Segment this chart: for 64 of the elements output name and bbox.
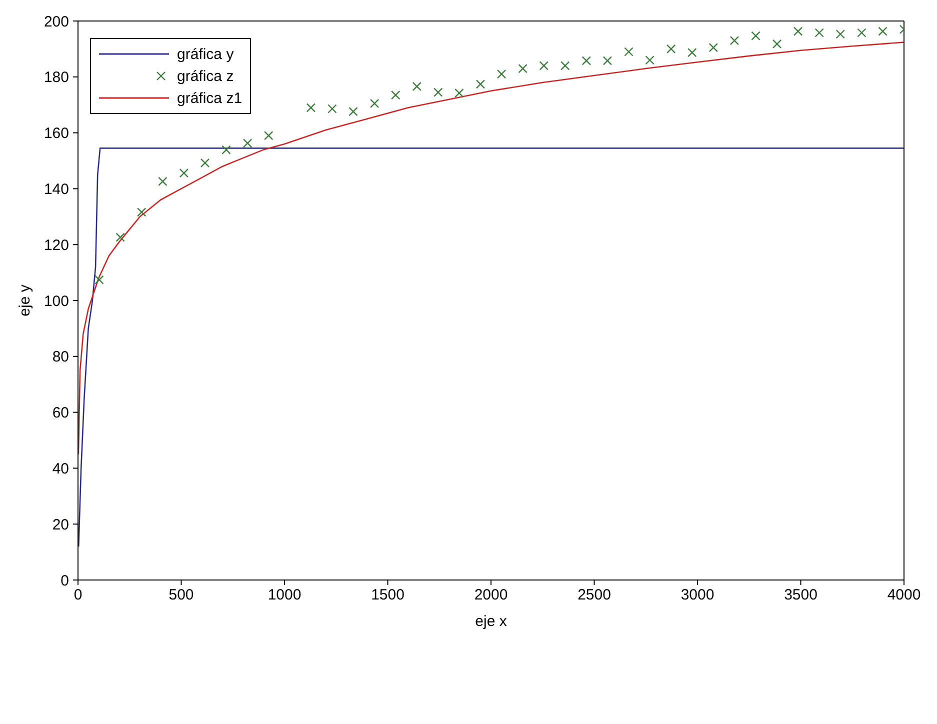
point	[878, 26, 888, 36]
point	[348, 106, 358, 116]
point	[390, 90, 400, 100]
legend-label: gráfica z	[177, 68, 234, 84]
point	[602, 56, 612, 66]
point	[242, 138, 252, 148]
point	[222, 145, 231, 154]
y-tick-label: 40	[52, 460, 69, 478]
point	[814, 28, 824, 38]
x-tick-label: 4000	[887, 586, 921, 604]
x-tick-label: 500	[168, 586, 194, 604]
point	[730, 36, 740, 46]
point	[412, 82, 422, 92]
x-tick-label: 0	[74, 586, 82, 604]
point	[560, 61, 570, 70]
y-tick-label: 200	[44, 13, 69, 30]
legend-label: gráfica y	[177, 46, 234, 62]
point	[624, 47, 634, 56]
point	[688, 48, 697, 58]
point	[116, 232, 125, 242]
x-tick-label: 2000	[474, 586, 508, 604]
point	[434, 88, 443, 97]
point	[496, 70, 506, 79]
point	[306, 103, 316, 112]
point	[264, 130, 274, 140]
y-tick-label: 0	[60, 572, 69, 590]
point	[179, 168, 189, 178]
point	[645, 56, 654, 65]
point	[539, 61, 548, 70]
y-axis-title: eje y	[16, 284, 34, 316]
x-tick-label: 1000	[268, 586, 302, 604]
x-tick-label: 1500	[371, 586, 404, 604]
point	[666, 44, 676, 54]
y-tick-label: 120	[44, 236, 69, 254]
y-tick-label: 20	[52, 516, 69, 534]
y-tick-label: 160	[44, 125, 69, 142]
point	[370, 98, 380, 108]
point	[518, 64, 528, 74]
point	[328, 104, 337, 114]
point	[200, 158, 210, 168]
point	[708, 42, 718, 52]
point	[454, 88, 464, 98]
x-axis-title: eje x	[475, 613, 508, 630]
point	[94, 275, 104, 284]
point	[137, 208, 146, 217]
line-series	[78, 42, 904, 455]
x-tick-label: 3000	[680, 586, 714, 604]
line-series	[78, 148, 904, 548]
y-tick-label: 80	[52, 348, 69, 366]
point	[582, 56, 592, 66]
x-tick-label: 3500	[784, 586, 818, 604]
point	[158, 176, 168, 186]
y-tick-label: 100	[44, 292, 69, 310]
point	[772, 39, 782, 49]
point	[751, 31, 760, 40]
y-tick-label: 60	[52, 404, 69, 422]
point	[793, 26, 803, 36]
legend-label: gráfica z1	[177, 90, 242, 106]
point	[836, 30, 845, 39]
x-tick-label: 2500	[578, 586, 611, 604]
point	[857, 28, 866, 38]
y-tick-label: 180	[44, 69, 69, 86]
y-tick-label: 140	[44, 181, 69, 198]
point	[476, 80, 486, 89]
